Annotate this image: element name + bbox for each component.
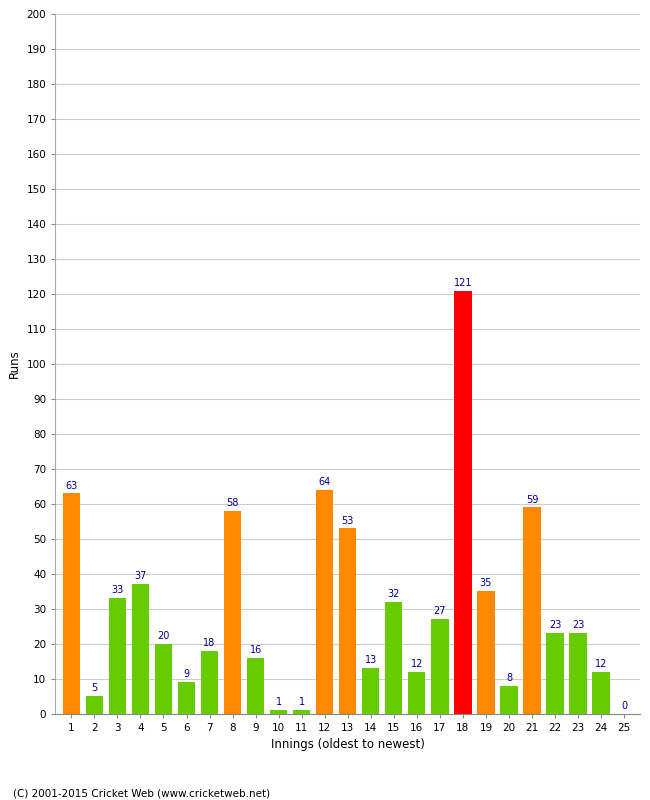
Bar (132, 584, 149, 714)
Bar (569, 633, 587, 714)
Bar (362, 668, 380, 714)
Text: 18: 18 (203, 638, 216, 648)
Text: 64: 64 (318, 477, 331, 487)
Bar (592, 672, 610, 714)
Bar (547, 633, 564, 714)
Bar (293, 710, 310, 714)
Bar (270, 710, 287, 714)
Text: 121: 121 (454, 278, 472, 288)
Bar (385, 602, 402, 714)
Bar (86, 696, 103, 714)
Text: 59: 59 (526, 494, 538, 505)
Text: 5: 5 (91, 683, 98, 694)
Bar (523, 507, 541, 714)
Bar (247, 658, 265, 714)
Bar (408, 672, 426, 714)
Bar (201, 650, 218, 714)
Bar (339, 528, 356, 714)
Bar (500, 686, 517, 714)
Text: 20: 20 (157, 631, 170, 641)
Text: 23: 23 (572, 620, 584, 630)
Text: (C) 2001-2015 Cricket Web (www.cricketweb.net): (C) 2001-2015 Cricket Web (www.cricketwe… (13, 788, 270, 798)
Bar (431, 619, 448, 714)
Y-axis label: Runs: Runs (8, 350, 21, 378)
Text: 63: 63 (65, 481, 77, 490)
Text: 23: 23 (549, 620, 561, 630)
Text: 37: 37 (135, 571, 147, 582)
Text: 12: 12 (595, 659, 607, 669)
Bar (477, 591, 495, 714)
Text: 1: 1 (298, 698, 305, 707)
Text: 9: 9 (183, 670, 190, 679)
Bar (63, 494, 80, 714)
Text: 13: 13 (365, 655, 377, 666)
Bar (109, 598, 126, 714)
Text: 33: 33 (111, 586, 124, 595)
Text: 1: 1 (276, 698, 281, 707)
Text: 16: 16 (250, 645, 262, 655)
Text: 27: 27 (434, 606, 446, 617)
X-axis label: Innings (oldest to newest): Innings (oldest to newest) (271, 738, 424, 751)
Text: 32: 32 (387, 589, 400, 599)
Bar (224, 511, 241, 714)
Bar (316, 490, 333, 714)
Bar (155, 644, 172, 714)
Text: 8: 8 (506, 673, 512, 683)
Bar (454, 290, 471, 714)
Text: 12: 12 (411, 659, 423, 669)
Text: 0: 0 (621, 701, 627, 711)
Bar (178, 682, 195, 714)
Text: 53: 53 (341, 515, 354, 526)
Text: 35: 35 (480, 578, 492, 589)
Text: 58: 58 (226, 498, 239, 508)
